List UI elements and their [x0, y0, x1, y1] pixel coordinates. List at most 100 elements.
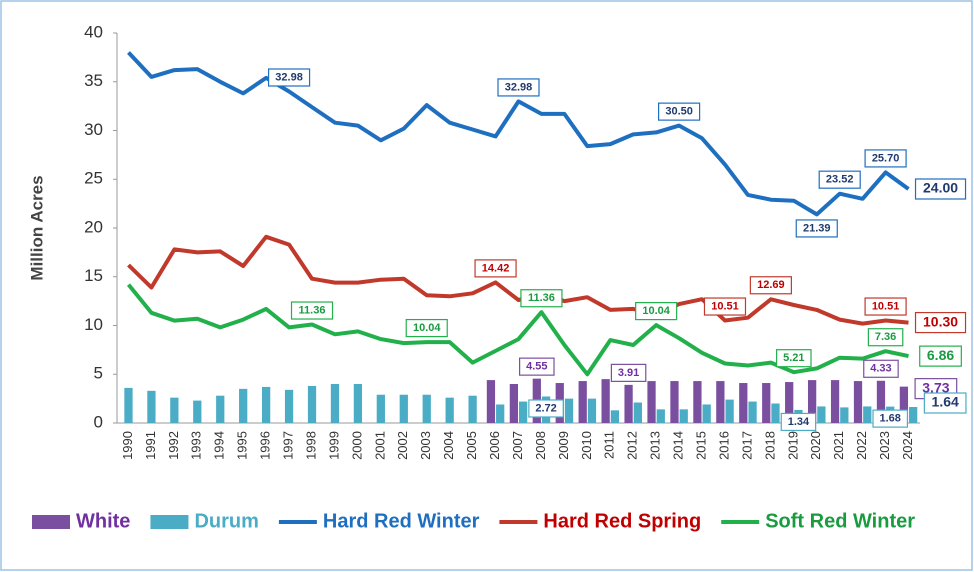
bar [899, 386, 909, 423]
x-tick-label: 2006 [487, 431, 502, 460]
y-tick-label: 35 [84, 71, 103, 90]
data-label: 10.30 [914, 311, 967, 334]
bar [147, 390, 156, 423]
x-tick-label: 2013 [648, 431, 663, 460]
x-tick-label: 2018 [762, 431, 777, 460]
data-label: 10.04 [635, 302, 678, 321]
data-label-box [864, 149, 907, 168]
x-tick-label: 2010 [579, 431, 594, 460]
bar [445, 397, 454, 423]
x-tick-label: 2003 [418, 431, 433, 460]
data-label-box [405, 318, 448, 338]
data-label: 6.86 [919, 345, 962, 367]
data-label: 21.39 [795, 219, 838, 238]
bar [670, 381, 679, 423]
data-label-text: 6.86 [927, 347, 954, 363]
data-label: 30.50 [657, 102, 701, 121]
bar [486, 380, 496, 423]
bar [909, 407, 918, 423]
bar [422, 394, 431, 423]
y-tick-label: 30 [84, 120, 103, 139]
bar [376, 394, 385, 423]
x-tick-label: 1991 [143, 431, 158, 460]
x-tick-label: 2014 [671, 431, 686, 460]
x-tick-label: 1998 [303, 431, 318, 460]
x-tick-label: 2017 [739, 431, 754, 460]
x-tick-label: 2021 [831, 431, 846, 460]
x-tick-label: 2007 [510, 431, 525, 460]
x-tick-label: 2009 [556, 431, 571, 460]
x-tick-label: 2015 [693, 431, 708, 460]
data-label: 3.91 [610, 363, 647, 382]
x-tick-label: 2019 [785, 431, 800, 460]
bar [193, 400, 202, 423]
data-label-text: 10.04 [642, 305, 670, 317]
data-label: 10.51 [864, 297, 907, 316]
data-label-text: 32.98 [505, 81, 533, 93]
legend-label: Hard Red Winter [323, 510, 480, 532]
bar [830, 380, 840, 423]
data-label: 1.68 [872, 409, 909, 428]
y-tick-label: 15 [84, 266, 103, 285]
data-label-box [863, 359, 899, 378]
y-tick-label: 40 [84, 22, 103, 41]
bar [519, 401, 528, 423]
bar [693, 381, 702, 423]
bar [284, 389, 294, 423]
line-series [127, 51, 910, 217]
bar [601, 379, 610, 423]
data-label: 1.64 [923, 392, 967, 414]
data-label-box [818, 170, 861, 189]
bar [239, 388, 248, 423]
bar [785, 382, 794, 423]
data-label-text: 10.04 [413, 322, 441, 334]
x-tick-label: 2001 [372, 431, 387, 460]
bar [863, 406, 872, 423]
bar [509, 384, 518, 423]
x-tick-label: 1994 [212, 431, 227, 460]
x-tick-label: 1992 [166, 431, 181, 460]
bar [624, 384, 633, 423]
x-tick-label: 2002 [395, 431, 410, 460]
bar [817, 406, 826, 423]
data-label: 4.55 [519, 357, 555, 376]
data-label-text: 1.68 [880, 413, 901, 425]
x-tick-label: 2004 [441, 431, 456, 460]
data-label-text: 11.36 [299, 304, 326, 316]
legend-label: White [76, 510, 130, 532]
x-tick-label: 2020 [808, 431, 823, 460]
data-label: 11.36 [520, 289, 563, 308]
data-label-box [703, 297, 747, 316]
bar [702, 404, 711, 423]
data-label-text: 1.64 [932, 394, 959, 410]
bar [124, 387, 133, 423]
y-tick-label: 25 [84, 169, 103, 188]
x-tick-label: 1993 [189, 431, 204, 460]
data-label-box [923, 392, 967, 414]
bar [261, 386, 271, 423]
bar [564, 398, 574, 423]
data-label-text: 25.70 [872, 152, 900, 164]
data-label-box [914, 311, 967, 334]
data-label-text: 32.98 [275, 71, 303, 83]
x-tick-label: 2000 [349, 431, 364, 460]
data-label: 4.33 [863, 359, 899, 378]
data-label-text: 2.72 [535, 402, 556, 414]
bar [716, 381, 725, 423]
bar [748, 401, 757, 423]
data-label-box [610, 363, 647, 382]
data-label: 7.36 [867, 328, 904, 347]
data-label-text: 4.33 [870, 363, 891, 375]
data-label-box [864, 297, 907, 316]
x-tick-label: 2005 [464, 431, 479, 460]
bar [496, 404, 505, 423]
bar [468, 395, 477, 423]
data-label: 23.52 [818, 170, 861, 189]
y-tick-label: 5 [94, 364, 103, 383]
data-label-box [520, 289, 563, 308]
x-tick-label: 2012 [625, 431, 640, 460]
data-label-box [872, 409, 909, 428]
data-label: 12.69 [749, 276, 792, 295]
